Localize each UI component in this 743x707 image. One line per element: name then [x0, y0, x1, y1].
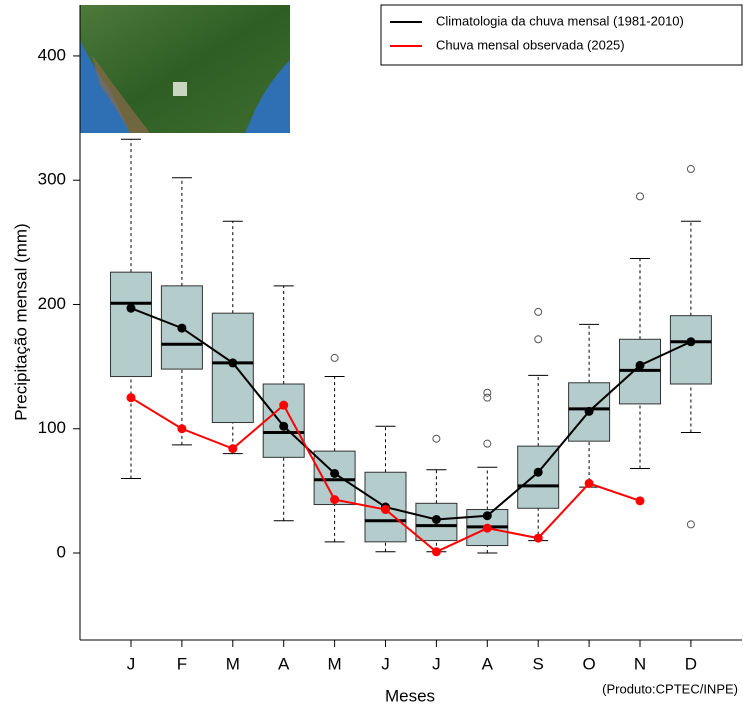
line: [130, 307, 692, 521]
outlier: [636, 192, 644, 201]
outlier: [686, 165, 695, 174]
y-tick-label: 200: [38, 294, 66, 313]
legend-label: Climatologia da chuva mensal (1981-2010): [436, 13, 684, 28]
y-tick-label: 300: [38, 170, 66, 189]
point: [126, 393, 136, 403]
x-tick-label: S: [533, 654, 544, 673]
point: [279, 400, 289, 410]
outlier: [686, 520, 695, 529]
map-inset: [80, 5, 290, 133]
source-note: (Produto:CPTEC/INPE): [602, 681, 738, 696]
x-tick-label: N: [634, 654, 646, 673]
outlier: [483, 439, 492, 448]
y-tick-label: 0: [57, 542, 66, 561]
outlier: [432, 434, 441, 443]
point: [177, 323, 187, 333]
x-tick-label: J: [432, 654, 441, 673]
y-tick-label: 400: [38, 45, 66, 64]
point: [431, 547, 441, 557]
y-tick-label: 100: [38, 418, 66, 437]
point: [330, 495, 340, 505]
x-tick-label: D: [685, 654, 697, 673]
x-axis-title: Meses: [385, 686, 435, 705]
point: [635, 496, 645, 506]
y-axis-title: Precipitação mensal (mm): [11, 223, 30, 420]
x-tick-label: M: [328, 654, 342, 673]
x-tick-label: A: [278, 654, 290, 673]
point: [228, 444, 238, 454]
point: [533, 467, 543, 477]
point: [279, 421, 289, 431]
outlier: [483, 388, 492, 397]
point: [635, 360, 645, 370]
point: [381, 505, 390, 515]
outlier: [330, 353, 339, 362]
point: [533, 533, 543, 543]
x-tick-label: O: [582, 654, 595, 673]
x-tick-label: J: [127, 654, 136, 673]
point: [177, 424, 187, 434]
box: [211, 312, 254, 424]
x-tick-label: F: [177, 654, 187, 673]
outlier: [483, 393, 492, 402]
point: [431, 514, 441, 524]
box: [110, 271, 152, 378]
point: [330, 468, 340, 478]
point: [228, 358, 238, 368]
x-tick-label: A: [482, 654, 494, 673]
outlier: [534, 335, 543, 344]
box: [669, 315, 712, 385]
legend: [380, 4, 743, 66]
x-tick-label: M: [226, 654, 240, 673]
x-tick-label: J: [381, 654, 390, 673]
point: [686, 337, 696, 347]
point: [482, 523, 492, 533]
point: [584, 478, 594, 488]
legend-label: Chuva mensal observada (2025): [436, 37, 625, 52]
point: [482, 511, 492, 521]
box: [262, 383, 305, 458]
outlier: [534, 307, 543, 316]
point: [126, 303, 136, 313]
point: [584, 406, 594, 416]
